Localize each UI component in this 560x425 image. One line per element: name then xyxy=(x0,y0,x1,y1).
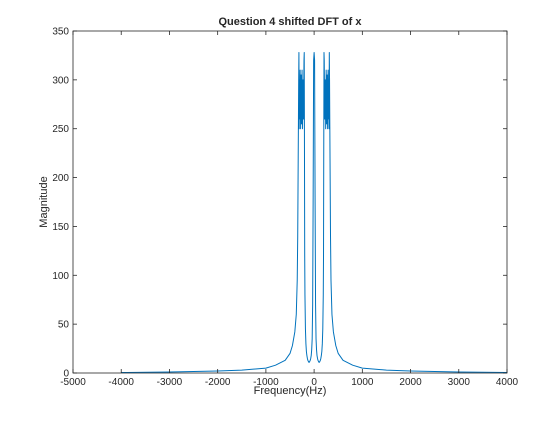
x-axis-label: Frequency(Hz) xyxy=(254,385,327,397)
y-tick-label: 350 xyxy=(52,27,69,38)
x-tick-label: 3000 xyxy=(448,377,471,388)
x-tick-label: 1000 xyxy=(351,377,374,388)
axes-background xyxy=(73,31,507,373)
y-tick-label: 200 xyxy=(52,173,69,184)
x-tick-label: -1000 xyxy=(253,377,279,388)
y-tick-label: 0 xyxy=(63,369,69,380)
y-tick-label: 250 xyxy=(52,124,69,135)
y-axis-label: Magnitude xyxy=(38,176,50,227)
series-line xyxy=(121,52,508,374)
x-tick-label: -5000 xyxy=(60,377,86,388)
axes-box xyxy=(72,30,508,374)
x-tick-label: 2000 xyxy=(399,377,422,388)
y-tick-label: 100 xyxy=(52,271,69,282)
x-tick-label: -4000 xyxy=(108,377,134,388)
x-tick-label: 4000 xyxy=(496,377,519,388)
y-tick-label: 150 xyxy=(52,222,69,233)
x-tick-label: 0 xyxy=(311,377,317,388)
y-tick-label: 50 xyxy=(58,320,70,331)
x-tick-label: -3000 xyxy=(157,377,183,388)
chart-title: Question 4 shifted DFT of x xyxy=(218,16,362,28)
x-tick-label: -2000 xyxy=(205,377,231,388)
y-tick-label: 300 xyxy=(52,75,69,86)
